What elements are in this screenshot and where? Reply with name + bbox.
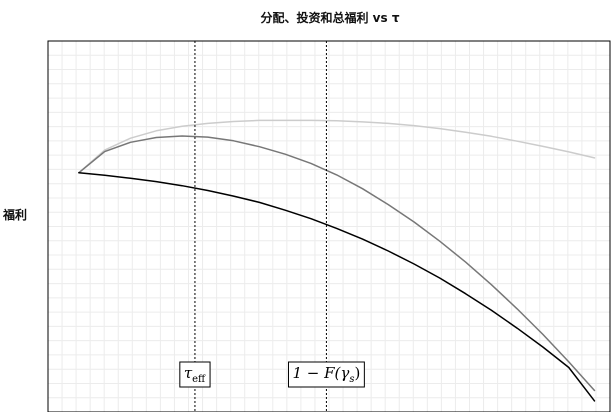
- reference-label-2: 1 − F(γs): [287, 361, 365, 388]
- reference-lines: [194, 41, 327, 412]
- series-group: [78, 119, 596, 402]
- series-line-2: [78, 135, 596, 392]
- series-line-1: [78, 119, 596, 174]
- reference-label-text: τeff: [184, 364, 206, 385]
- series-line-3: [78, 171, 596, 402]
- y-axis-label: 福利: [2, 207, 27, 222]
- reference-label-box: [287, 361, 365, 388]
- reference-labels: τeff 1 − F(γs): [179, 361, 365, 388]
- reference-label-box: [179, 361, 211, 388]
- reference-label-text: 1 − F(γs): [292, 364, 360, 385]
- reference-label-1: τeff: [179, 361, 211, 388]
- chart-title: 分配、投资和总福利 vs τ: [261, 10, 400, 25]
- plot-frame: [47, 40, 611, 412]
- grid: [48, 41, 610, 412]
